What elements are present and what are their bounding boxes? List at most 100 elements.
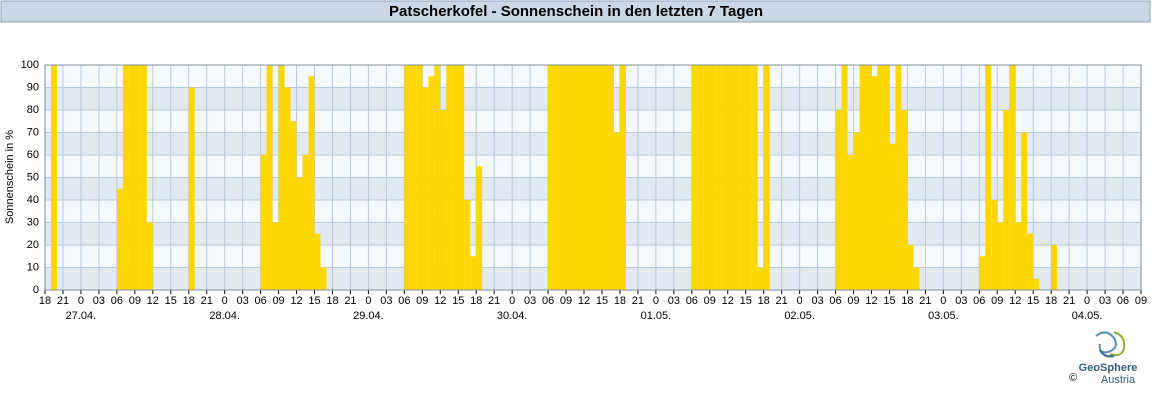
x-tick-label: 18 — [614, 295, 626, 307]
bar — [997, 222, 1004, 290]
x-tick-label: 21 — [488, 295, 500, 307]
x-tick-label: 09 — [991, 295, 1003, 307]
x-tick-label: 21 — [201, 295, 213, 307]
bar — [410, 65, 417, 290]
bar — [308, 76, 315, 290]
x-tick-label: 15 — [883, 295, 895, 307]
y-tick-label: 20 — [27, 239, 39, 251]
bar — [284, 87, 291, 290]
bar — [266, 65, 273, 290]
x-tick-label: 15 — [596, 295, 608, 307]
bar — [913, 267, 920, 290]
bar — [907, 245, 914, 290]
date-label: 03.05. — [928, 310, 959, 322]
x-tick-label: 0 — [797, 295, 803, 307]
y-tick-label: 100 — [21, 59, 39, 71]
x-tick-label: 03 — [1099, 295, 1111, 307]
x-tick-label: 12 — [865, 295, 877, 307]
bar — [440, 110, 447, 290]
y-tick-label: 0 — [33, 284, 39, 296]
chart-title: Patscherkofel - Sonnenschein in den letz… — [389, 3, 763, 20]
x-tick-label: 09 — [704, 295, 716, 307]
bar — [727, 65, 734, 290]
bar — [763, 65, 770, 290]
date-label: 04.05. — [1072, 310, 1103, 322]
bar — [314, 233, 321, 290]
x-tick-label: 18 — [183, 295, 195, 307]
bar — [985, 65, 992, 290]
bar — [458, 65, 465, 290]
x-tick-label: 03 — [811, 295, 823, 307]
bar — [302, 155, 309, 290]
x-tick-label: 21 — [344, 295, 356, 307]
bar — [865, 65, 872, 290]
bar — [416, 65, 423, 290]
bar — [601, 65, 608, 290]
bar — [889, 143, 896, 290]
bar — [272, 222, 279, 290]
logo-swirl — [1109, 331, 1126, 357]
x-tick-label: 15 — [308, 295, 320, 307]
bar — [584, 65, 591, 290]
y-tick-label: 70 — [27, 126, 39, 138]
x-tick-label: 0 — [653, 295, 659, 307]
bar — [446, 65, 453, 290]
bar — [895, 65, 902, 290]
bar — [578, 65, 585, 290]
plot-frame — [44, 64, 1142, 291]
bar — [1051, 245, 1058, 290]
x-tick-label: 03 — [524, 295, 536, 307]
plot-area: 0 10 20 30 40 50 60 70 80 90 100 18 21 0 03 06 09 12 15 18 2… — [21, 59, 1147, 322]
y-tick-label: 90 — [27, 81, 39, 93]
bar — [745, 65, 752, 290]
copyright: © — [1069, 372, 1077, 384]
x-tick-label: 15 — [740, 295, 752, 307]
x-tick-label: 06 — [829, 295, 841, 307]
bar — [1015, 222, 1022, 290]
bar — [590, 65, 596, 290]
bar — [691, 65, 698, 290]
x-tick-label: 12 — [1009, 295, 1021, 307]
date-label: 28.04. — [209, 310, 240, 322]
bar — [1033, 278, 1040, 290]
bar — [991, 200, 998, 290]
bar — [751, 65, 758, 290]
x-tick-label: 0 — [509, 295, 515, 307]
y-axis-label: Sonnenschein in % — [4, 130, 16, 224]
x-tick-label: 06 — [542, 295, 554, 307]
bar — [757, 267, 764, 290]
bar — [134, 65, 141, 290]
x-tick-label: 06 — [1117, 295, 1129, 307]
x-tick-label: 03 — [93, 295, 105, 307]
x-tick-label: 0 — [1084, 295, 1090, 307]
x-tick-label: 18 — [470, 295, 482, 307]
bar — [835, 110, 842, 290]
bar — [554, 65, 561, 290]
y-tick-label: 60 — [27, 149, 39, 161]
bar — [1009, 65, 1016, 290]
bar — [566, 65, 573, 290]
x-tick-label: 06 — [973, 295, 985, 307]
x-tick-label: 21 — [919, 295, 931, 307]
x-tick-label: 09 — [560, 295, 572, 307]
y-tick-label: 50 — [27, 171, 39, 183]
x-tick-label: 12 — [434, 295, 446, 307]
bar — [739, 65, 746, 290]
bar — [721, 65, 728, 290]
bar — [709, 65, 716, 290]
bar — [853, 132, 860, 290]
bar — [1003, 110, 1010, 290]
x-tick-label: 12 — [578, 295, 590, 307]
x-tick-label: 12 — [290, 295, 302, 307]
bar — [260, 155, 267, 290]
x-tick-label: 09 — [1135, 295, 1147, 307]
bar — [452, 65, 459, 290]
bar — [548, 65, 555, 290]
y-tick-label: 80 — [27, 104, 39, 116]
date-label: 30.04. — [497, 310, 528, 322]
bar — [296, 177, 303, 290]
x-tick-label: 15 — [1027, 295, 1039, 307]
x-tick-label: 21 — [632, 295, 644, 307]
x-tick-label: 09 — [272, 295, 284, 307]
